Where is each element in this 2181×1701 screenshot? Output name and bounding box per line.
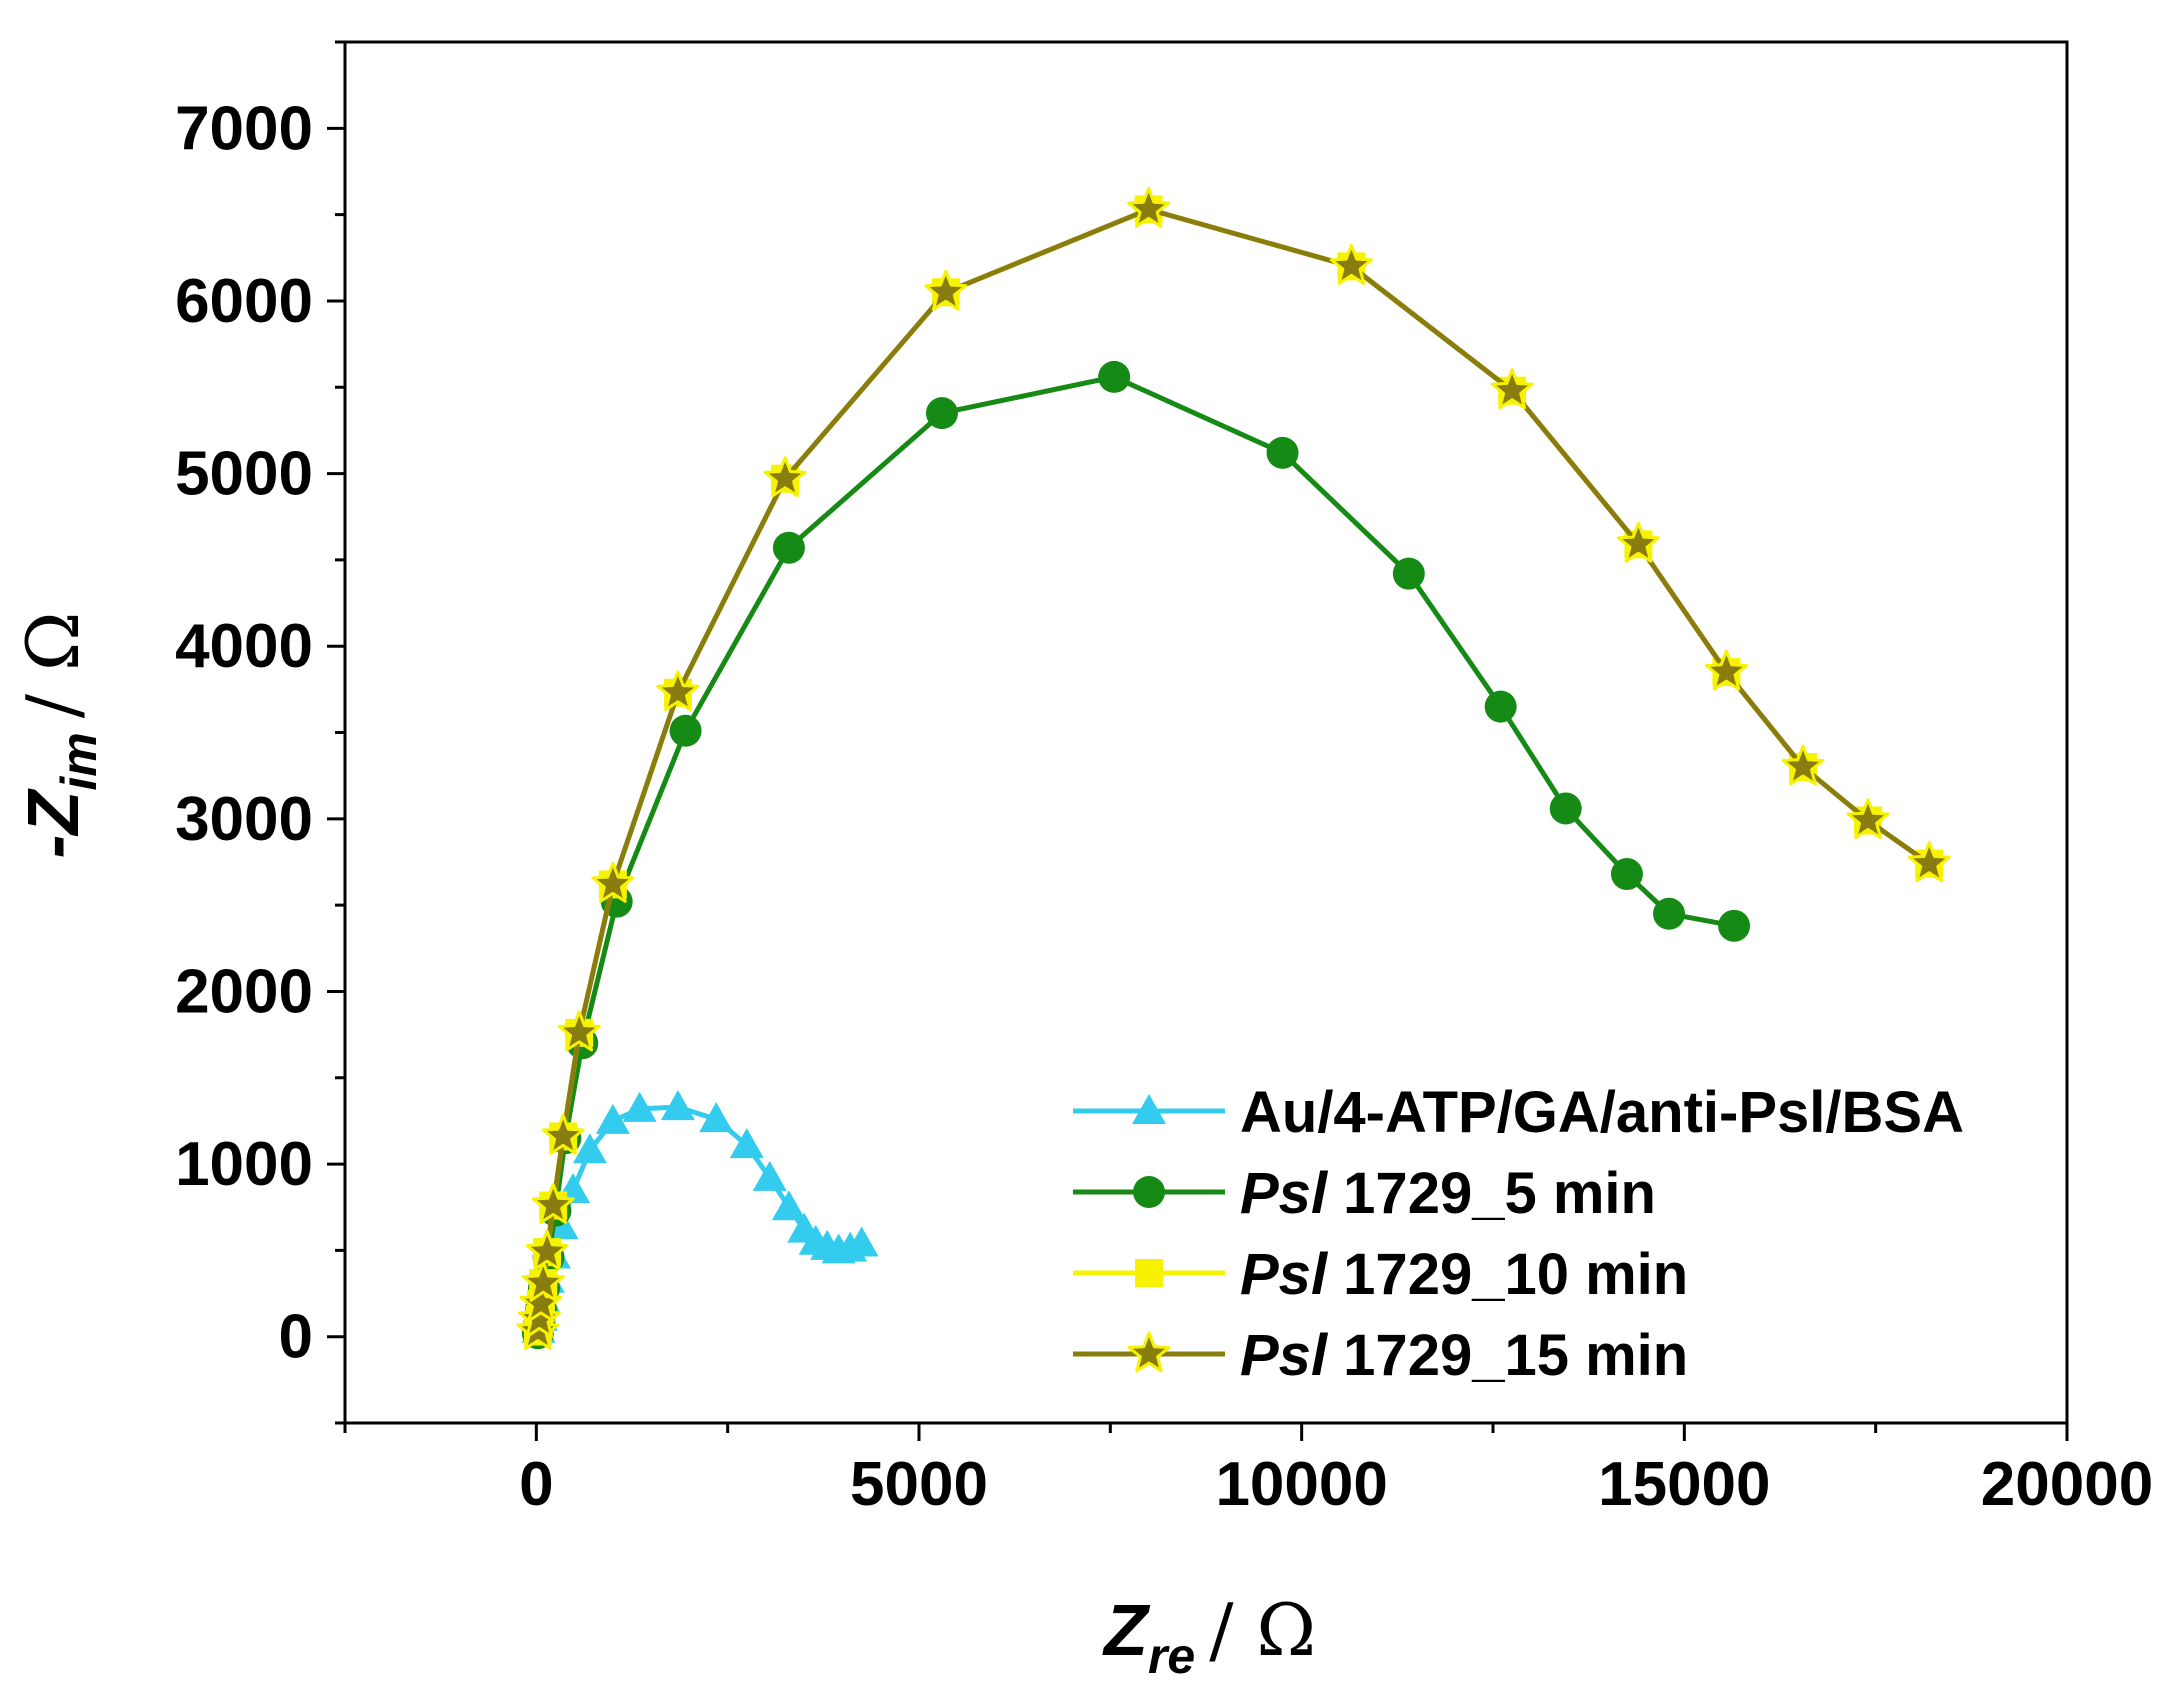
y-axis-title-unit: / Ω <box>11 611 95 718</box>
series-point <box>531 1183 575 1224</box>
legend-label-part: 1729_10 min <box>1327 1242 1688 1307</box>
series-point <box>1610 858 1643 891</box>
x-tick-label: 5000 <box>850 1450 988 1519</box>
series-point <box>622 1091 657 1122</box>
y-tick-label: 0 <box>279 1303 313 1372</box>
series-point <box>1616 521 1660 563</box>
series-point <box>925 397 958 430</box>
legend-label-part: Au/4-ATP/GA/anti-Psl/BSA <box>1240 1080 1964 1145</box>
legend-entry: Au/4-ATP/GA/anti-Psl/BSA <box>1073 1080 1964 1145</box>
series-point <box>1781 744 1825 786</box>
y-tick-label: 2000 <box>175 957 313 1026</box>
x-tick-label: 0 <box>519 1450 553 1519</box>
legend-label-part: Psl <box>1240 1323 1329 1388</box>
x-axis-title-unit: / Ω <box>1209 1588 1316 1672</box>
series-point <box>591 861 635 903</box>
series-4 <box>516 186 1951 1350</box>
series-point <box>763 456 807 498</box>
series-point <box>1266 436 1299 469</box>
legend-label: Psl 1729_15 min <box>1240 1323 1688 1388</box>
x-axis-title-main: Z <box>1102 1591 1151 1671</box>
legend-entry: Psl 1729_5 min <box>1073 1161 1656 1226</box>
y-axis-title-main: Z <box>14 788 94 837</box>
y-tick-label: 3000 <box>175 785 313 854</box>
legend-label: Psl 1729_5 min <box>1240 1161 1656 1226</box>
series-point <box>771 1190 806 1221</box>
series-point <box>1549 792 1582 825</box>
legend-label: Psl 1729_10 min <box>1240 1242 1688 1307</box>
series-point <box>1653 897 1686 930</box>
series-point <box>1098 360 1131 393</box>
series-point <box>1705 649 1748 691</box>
y-tick-label: 6000 <box>175 267 313 336</box>
series-point <box>844 1226 879 1257</box>
legend-swatch-marker <box>1135 1259 1163 1287</box>
legend-entry: Psl 1729_10 min <box>1073 1242 1688 1307</box>
legend-label: Au/4-ATP/GA/anti-Psl/BSA <box>1240 1080 1964 1145</box>
series-point <box>1127 186 1171 228</box>
series-point <box>699 1102 734 1133</box>
series-point <box>660 1090 695 1121</box>
axis-ticks: 0 5000 10000 15000 20000 0 1000 2000 3000 4000 500… <box>175 40 2153 1519</box>
legend-swatch-marker <box>1132 1094 1166 1124</box>
x-tick-label: 15000 <box>1598 1450 1770 1519</box>
series-point <box>572 1133 607 1164</box>
series-point <box>1907 841 1951 883</box>
y-axis-title-sub: im <box>51 732 107 790</box>
series-point <box>924 269 968 311</box>
series-point <box>729 1128 764 1159</box>
legend-entry: Psl 1729_15 min <box>1073 1323 1688 1388</box>
y-tick-label: 4000 <box>175 612 313 681</box>
y-axis-title-prefix: - <box>14 835 94 859</box>
series-point <box>1484 690 1517 723</box>
series-layer <box>516 186 1951 1350</box>
x-axis-title-sub: re <box>1148 1628 1195 1684</box>
legend-swatch-marker <box>1127 1331 1171 1373</box>
legend-label-part: 1729_5 min <box>1327 1161 1656 1226</box>
series-point <box>772 531 805 564</box>
y-tick-label: 1000 <box>175 1130 313 1199</box>
series-point <box>595 1103 630 1134</box>
x-tick-label: 20000 <box>1981 1450 2153 1519</box>
legend-label-part: Psl <box>1240 1161 1329 1226</box>
y-tick-label: 5000 <box>175 440 313 509</box>
series-point <box>1490 368 1534 410</box>
series-point <box>1718 909 1751 942</box>
x-axis-title: Zre / Ω <box>1102 1588 1316 1684</box>
series-point <box>1329 243 1373 285</box>
series-point <box>656 670 700 712</box>
series-point <box>521 1260 565 1302</box>
x-tick-label: 10000 <box>1215 1450 1387 1519</box>
legend-label-part: Psl <box>1240 1242 1329 1307</box>
series-point <box>1846 798 1890 839</box>
y-tick-label: 7000 <box>175 94 313 163</box>
series-point <box>752 1160 787 1191</box>
legend-swatch-marker <box>1133 1176 1165 1208</box>
y-axis-title: -Zim / Ω <box>11 611 107 858</box>
series-point <box>669 714 702 747</box>
series-point <box>541 1113 585 1155</box>
series-point <box>517 1296 561 1338</box>
series-point <box>525 1229 569 1271</box>
legend-label-part: 1729_15 min <box>1327 1323 1688 1388</box>
series-point <box>557 1010 601 1052</box>
series-point <box>1392 557 1425 590</box>
